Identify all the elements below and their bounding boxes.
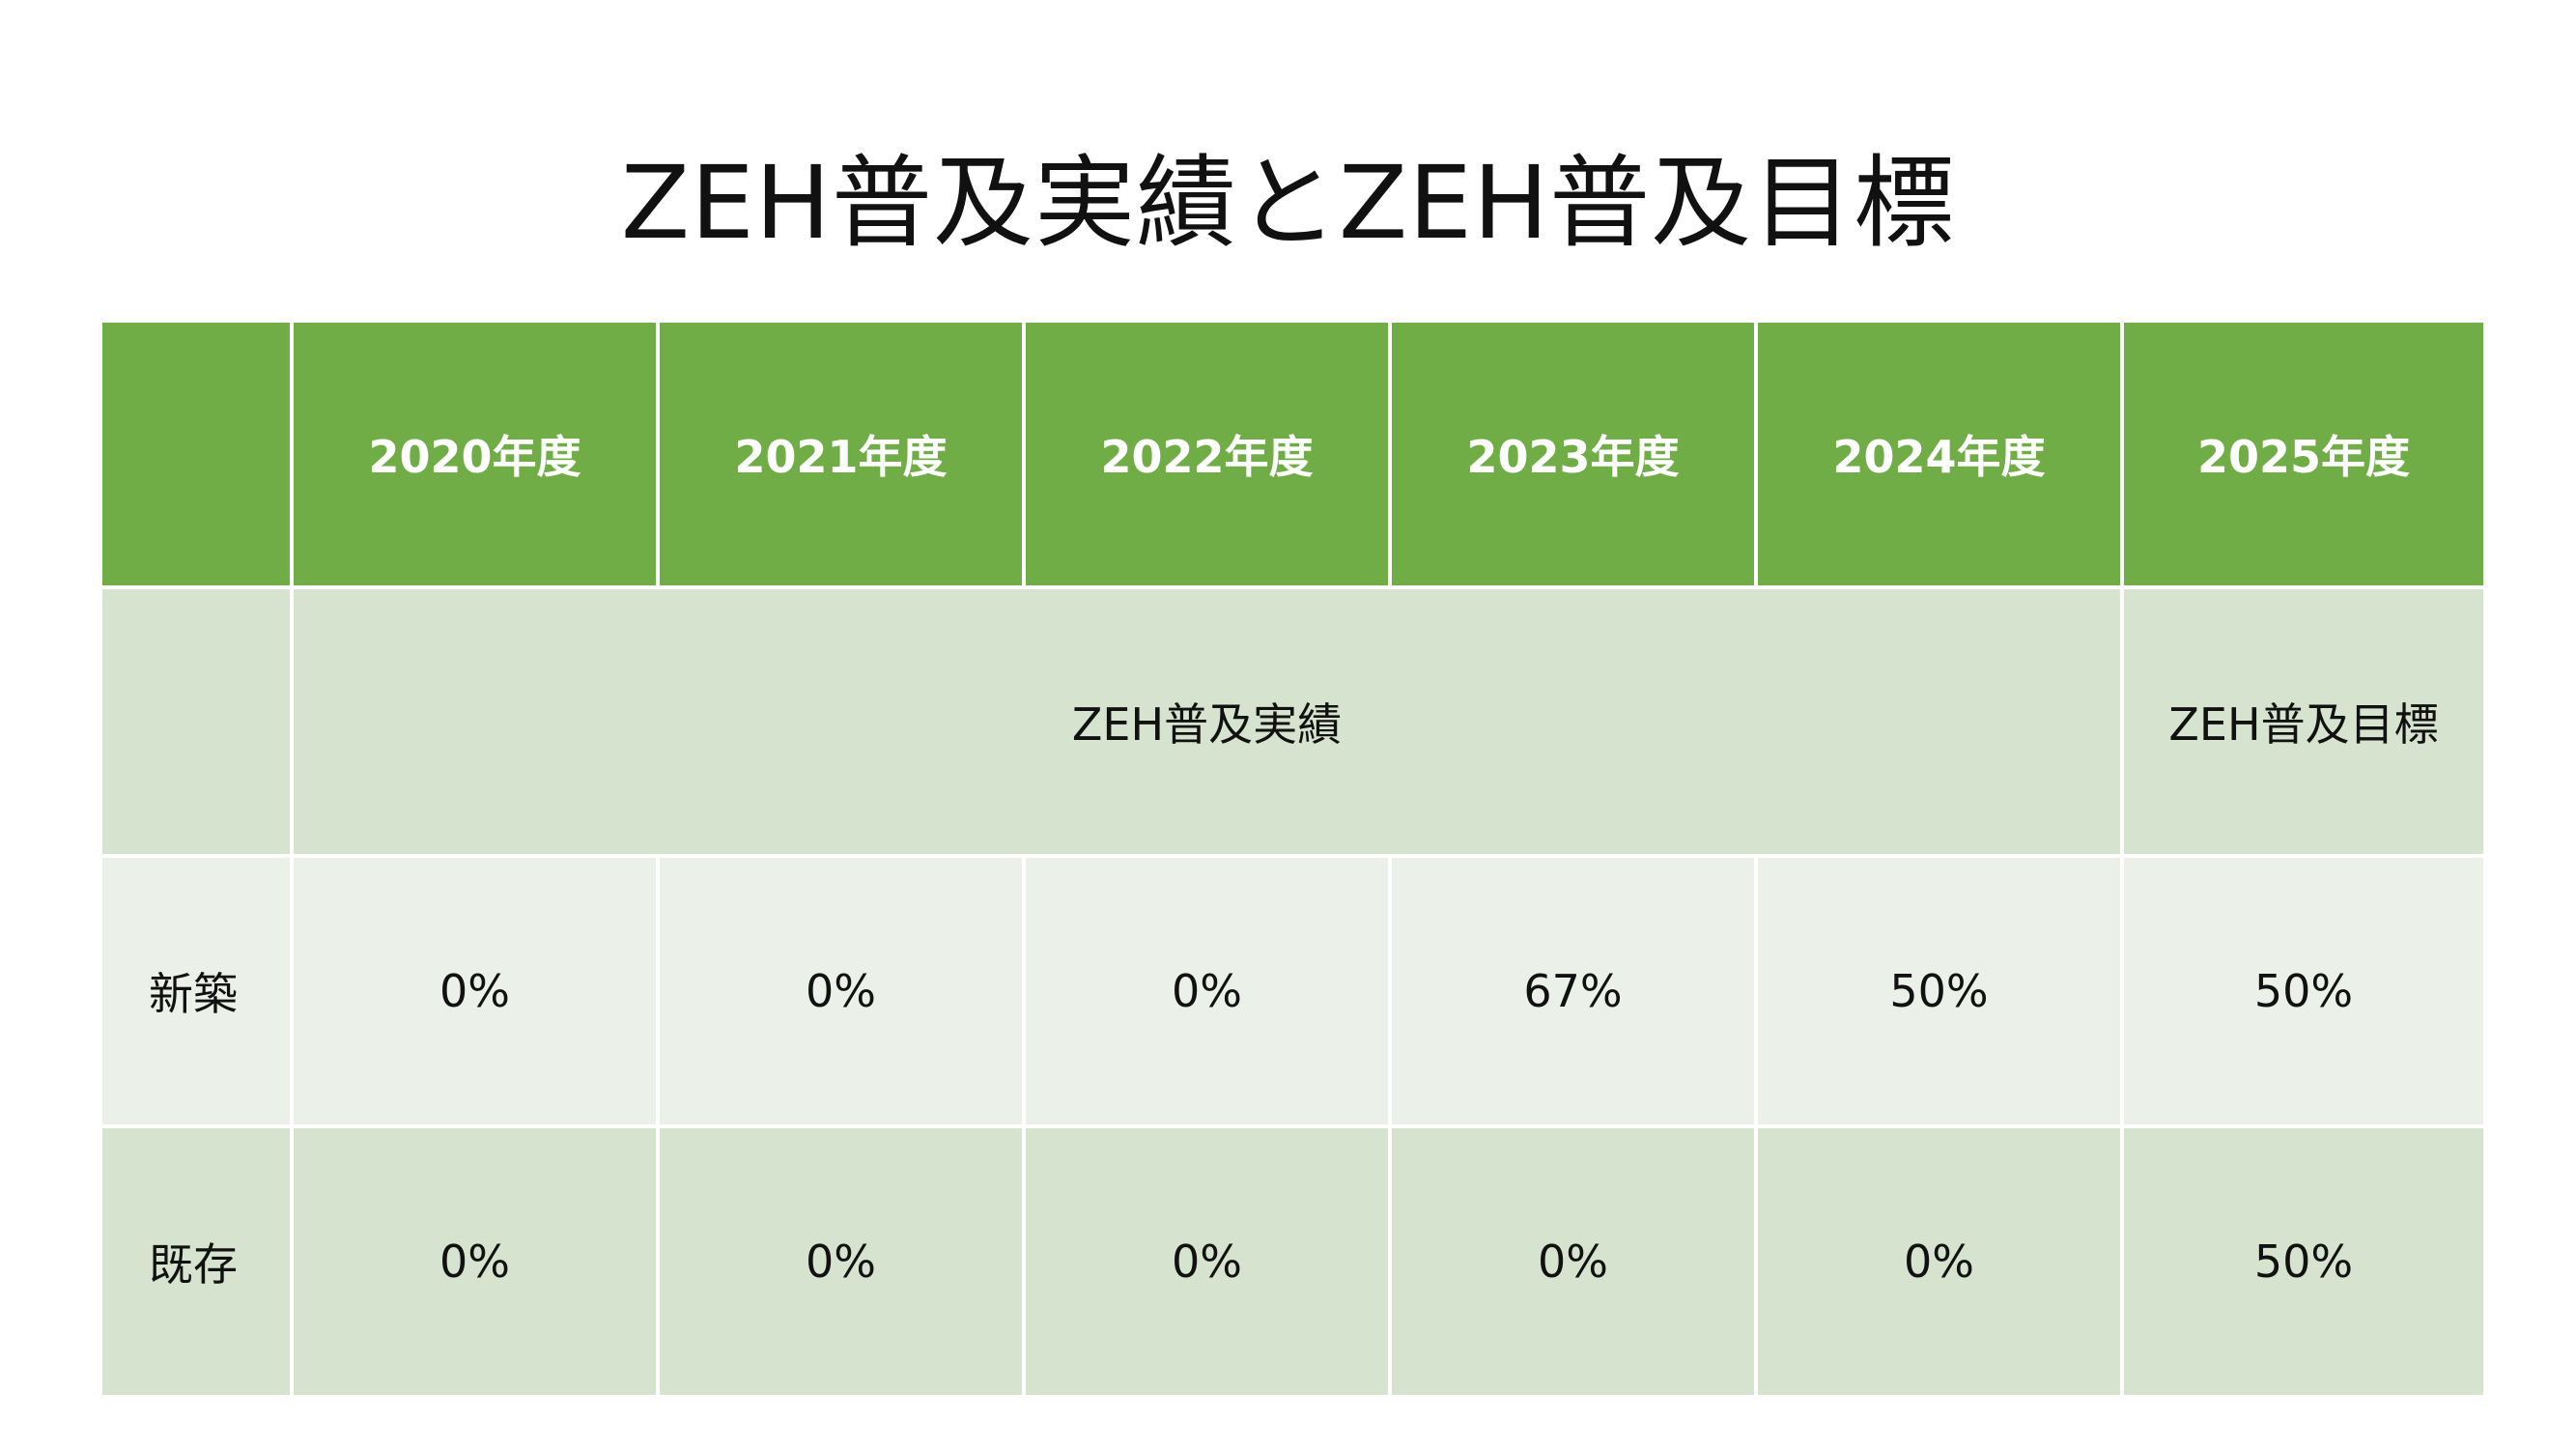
year-header: 2024年度 — [1754, 319, 2124, 589]
row-label: 新築 — [99, 854, 294, 1128]
table-row: 新築 0% 0% 0% 67% 50% 50% — [99, 854, 2487, 1128]
year-header: 2021年度 — [656, 319, 1026, 589]
value-cell: 0% — [290, 1124, 660, 1399]
value-cell: 0% — [1754, 1124, 2124, 1399]
corner-cell — [99, 319, 294, 589]
year-header: 2023年度 — [1388, 319, 1758, 589]
value-cell: 0% — [1022, 1124, 1392, 1399]
header-row: 2020年度 2021年度 2022年度 2023年度 2024年度 2025年… — [99, 319, 2487, 589]
value-cell: 0% — [656, 854, 1026, 1128]
value-cell: 0% — [290, 854, 660, 1128]
value-cell: 0% — [656, 1124, 1026, 1399]
value-cell: 67% — [1388, 854, 1758, 1128]
year-header: 2025年度 — [2120, 319, 2487, 589]
category-band-row: ZEH普及実績 ZEH普及目標 — [99, 585, 2487, 858]
year-header: 2020年度 — [290, 319, 660, 589]
value-cell: 50% — [1754, 854, 2124, 1128]
page-title: ZEH普及実績とZEH普及目標 — [620, 144, 1956, 262]
row-label: 既存 — [99, 1124, 294, 1399]
actual-band-cell: ZEH普及実績 — [290, 585, 2124, 858]
year-header: 2022年度 — [1022, 319, 1392, 589]
table-row: 既存 0% 0% 0% 0% 0% 50% — [99, 1124, 2487, 1399]
zeh-table: 2020年度 2021年度 2022年度 2023年度 2024年度 2025年… — [99, 319, 2487, 1399]
band-label-cell — [99, 585, 294, 858]
value-cell: 0% — [1022, 854, 1392, 1128]
value-cell: 0% — [1388, 1124, 1758, 1399]
target-band-cell: ZEH普及目標 — [2120, 585, 2487, 858]
value-cell: 50% — [2120, 854, 2487, 1128]
value-cell: 50% — [2120, 1124, 2487, 1399]
